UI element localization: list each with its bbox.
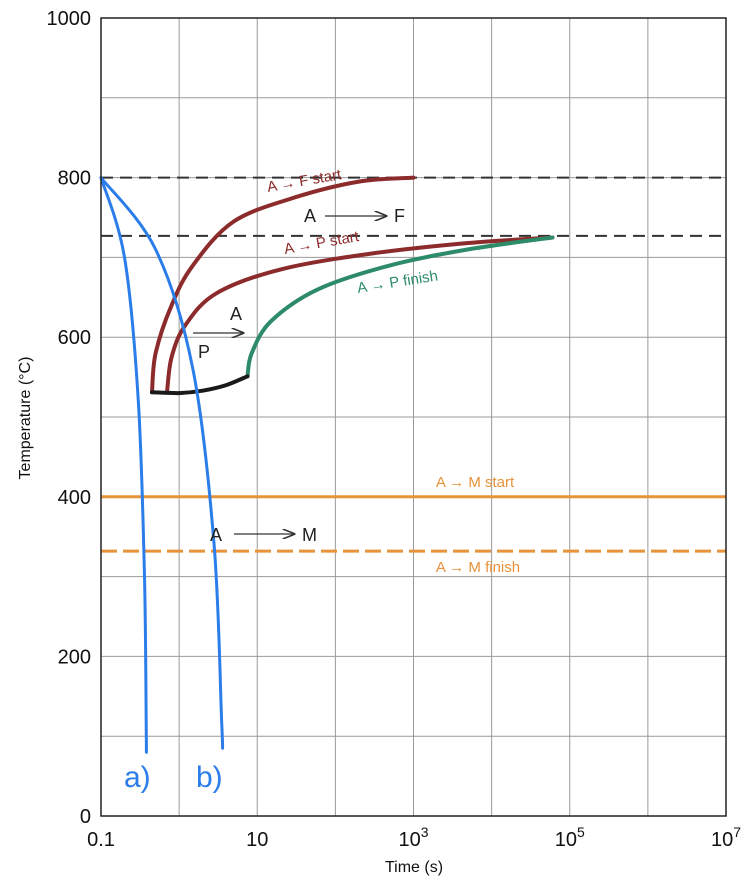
y-tick-label: 0 [80,806,91,828]
x-axis-title: Time (s) [385,859,443,876]
region-ap-a: A [230,304,242,324]
region-am-a: A [210,525,222,545]
cooling-curve-b-label: b) [196,761,223,794]
tick-labels: 0 200 400 600 800 1000 0.1 10 103 105 107 [47,8,742,851]
region-af-f: F [394,206,405,226]
y-tick-label: 400 [58,487,91,509]
region-af-a: A [304,206,316,226]
y-tick-label: 800 [58,168,91,190]
x-tick-label: 103 [398,824,428,851]
x-tick-label: 105 [555,824,585,851]
cooling-curve-a-label: a) [124,761,151,794]
label-a-to-m-start: A → M start [436,474,515,491]
label-a-to-p-start: A → P start [283,228,361,258]
y-tick-label: 600 [58,327,91,349]
y-axis-title: Temperature (°C) [17,357,34,480]
a-to-p-start-curve [167,238,552,393]
x-tick-label: 107 [711,824,741,851]
cooling-curve-b [101,178,223,749]
x-tick-label: 10 [246,829,268,851]
label-a-to-m-finish: A → M finish [436,559,520,576]
grid [101,18,726,816]
y-tick-label: 1000 [47,8,92,30]
cooling-curves [101,178,223,753]
x-tick-label: 0.1 [87,829,115,851]
region-ap-p: P [198,342,210,362]
a-to-p-finish-curve [248,238,553,377]
cooling-curve-a [101,178,146,753]
region-am-m: M [302,525,317,545]
transformation-curves [152,178,552,394]
y-tick-label: 200 [58,646,91,668]
label-a-to-f-start: A → F start [266,166,344,196]
